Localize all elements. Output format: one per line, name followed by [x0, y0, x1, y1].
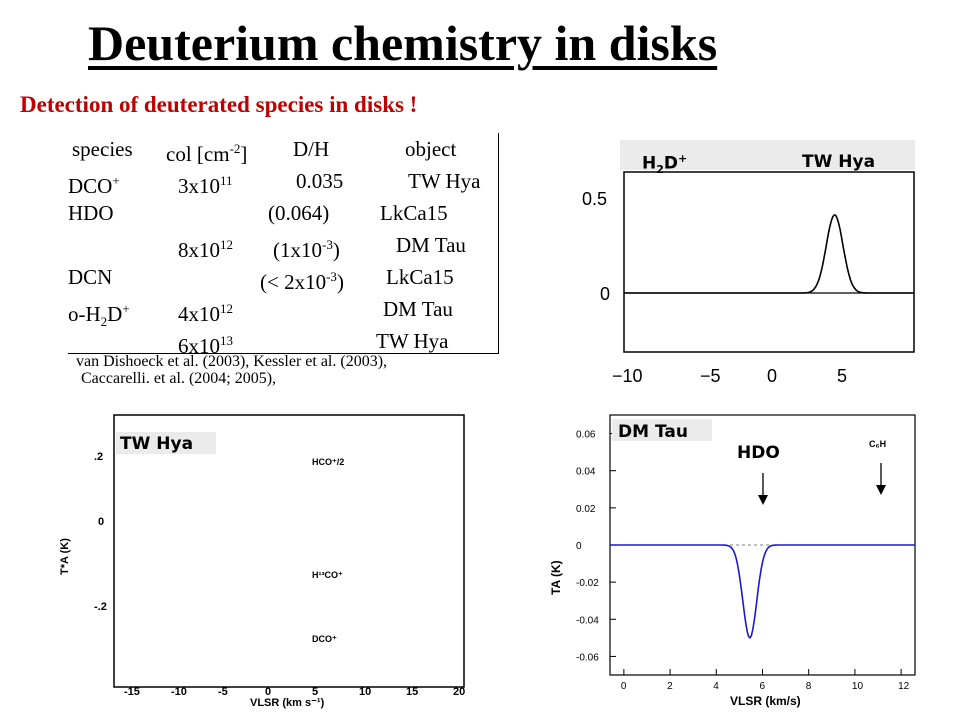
ytick-label: .2 — [94, 451, 103, 463]
xtick-label: 6 — [760, 681, 766, 692]
h2d-species-label: H2D+ — [642, 152, 688, 177]
twhya-spectra-panel: .2 0 -.2 T*A (K) VLSR (km s⁻¹) -15 -10 -5 0… — [50, 410, 470, 712]
xtick-label: 15 — [406, 686, 418, 698]
reference-line: van Dishoeck et al. (2003), Kessler et a… — [76, 353, 388, 370]
hdo-species-label: HDO — [737, 443, 780, 463]
h2d-spectrum-trace — [624, 213, 914, 294]
table-row-species: HDO — [68, 201, 114, 225]
hdo-marker-arrowhead — [758, 495, 768, 505]
table-row-object: DM Tau — [383, 297, 453, 321]
xtick-label: 0 — [265, 686, 271, 698]
xtick-label: -5 — [218, 686, 228, 698]
tick-labels: 0.06 0.04 0.02 0 -0.02 -0.04 -0.06 0 2 4 6 8 10 12 — [576, 430, 910, 692]
panel-label-band — [612, 419, 712, 441]
dmtau-hdo-panel: C₆H TA (K) VLSR (km/s) 0.06 0.04 0.02 0 -0.0… — [540, 395, 925, 713]
references: van Dishoeck et al. (2003), Kessler et a… — [76, 353, 387, 387]
species-table: species col [cm-2] D/H object DCO+ 3x101… — [68, 133, 499, 358]
axis-ticks — [610, 433, 902, 675]
ytick-label: -0.04 — [576, 615, 599, 626]
xtick-label: 12 — [898, 681, 910, 692]
subtitle: Detection of deuterated species in disks… — [20, 92, 418, 117]
xtick-label: −5 — [700, 366, 721, 386]
header-dh: D/H — [293, 137, 330, 161]
model-fit — [610, 544, 915, 640]
panel-label-band — [620, 140, 915, 170]
ytick-label: 0.5 — [582, 189, 607, 209]
twhya-spectra-plot: .2 0 -.2 T*A (K) VLSR (km s⁻¹) -15 -10 -5 0… — [50, 410, 465, 709]
header-object: object — [405, 137, 457, 161]
c6h-marker-label: C₆H — [869, 439, 886, 449]
xtick-label: 20 — [453, 686, 465, 698]
ytick-label: -.2 — [94, 601, 107, 613]
table-row-object: DM Tau — [396, 233, 466, 257]
table-row-species: DCN — [68, 265, 113, 289]
panel-label-band — [116, 432, 216, 454]
xtick-label: 10 — [852, 681, 864, 692]
xtick-label: 4 — [713, 681, 719, 692]
x-axis-label: VLSR (km/s) — [730, 694, 801, 708]
page-title: Deuterium chemistry in disks — [88, 15, 718, 71]
table-row-dh: (< 2x10-3) — [260, 269, 344, 294]
trace-label: H¹³CO⁺ — [312, 570, 343, 580]
plot-frame — [113, 414, 465, 688]
table-row-col: 8x1012 — [178, 237, 233, 262]
ytick-label: 0.04 — [576, 467, 596, 478]
reference-line: Caccarelli. et al. (2004; 2005), — [81, 370, 277, 387]
h2d-object-label: TW Hya — [802, 152, 876, 172]
table-row-dh: (1x10-3) — [273, 237, 340, 262]
xtick-label: 0 — [621, 681, 627, 692]
trace-label: HCO⁺/2 — [312, 457, 344, 467]
table-row-object: LkCa15 — [380, 201, 448, 225]
table-row-dh: 0.035 — [296, 169, 344, 193]
ytick-label: 0 — [576, 541, 582, 552]
y-axis-label: TA (K) — [549, 560, 563, 595]
table-row-col: 3x1011 — [178, 173, 233, 198]
xtick-label: 2 — [667, 681, 673, 692]
x-axis-label: VLSR (km s⁻¹) — [250, 697, 325, 709]
h2d-spectrum-panel: 0.5 0 −10 −5 0 5 H2D+ TW Hya — [572, 130, 920, 390]
dmtau-object-label: DM Tau — [618, 422, 688, 442]
xtick-label: 0 — [767, 366, 777, 386]
xtick-label: 5 — [837, 366, 847, 386]
c6h-marker-arrowhead — [876, 485, 886, 495]
ytick-label: 0.02 — [576, 504, 596, 515]
y-axis-label: T*A (K) — [59, 538, 71, 575]
xtick-label: 8 — [806, 681, 812, 692]
xtick-label: -15 — [124, 686, 140, 698]
dmtau-hdo-trace — [610, 544, 915, 640]
table-row-dh: (0.064) — [268, 201, 330, 225]
x-tick-labels: -15 -10 -5 0 5 10 15 20 — [124, 686, 465, 698]
table-row-species: DCO+ — [68, 173, 120, 198]
table-row-object: LkCa15 — [386, 265, 454, 289]
plot-frame — [623, 171, 915, 353]
dmtau-hdo-plot: C₆H TA (K) VLSR (km/s) 0.06 0.04 0.02 0 -0.0… — [540, 395, 916, 708]
h2d-spectrum-plot: 0.5 0 −10 −5 0 5 — [572, 130, 915, 386]
twhya-object-label: TW Hya — [120, 434, 194, 454]
ytick-label: 0 — [98, 516, 104, 528]
gaussian-fit — [624, 213, 914, 294]
header-species: species — [72, 137, 133, 161]
ytick-label: -0.06 — [576, 652, 599, 663]
ytick-label: 0.06 — [576, 430, 596, 441]
ytick-label: 0 — [600, 284, 610, 304]
trace-label: DCO⁺ — [312, 634, 337, 644]
ytick-label: -0.02 — [576, 578, 599, 589]
xtick-label: 5 — [312, 686, 318, 698]
table-row-col: 6x1013 — [178, 333, 233, 358]
table-row-object: TW Hya — [408, 169, 481, 193]
table-row-object: TW Hya — [376, 329, 449, 353]
table-row-species: o-H2D+ — [68, 301, 130, 330]
xtick-label: 10 — [359, 686, 371, 698]
header-column-density: col [cm-2] — [166, 141, 248, 166]
xtick-label: -10 — [171, 686, 187, 698]
xtick-label: −10 — [612, 366, 643, 386]
table-row-col: 4x1012 — [178, 301, 233, 326]
